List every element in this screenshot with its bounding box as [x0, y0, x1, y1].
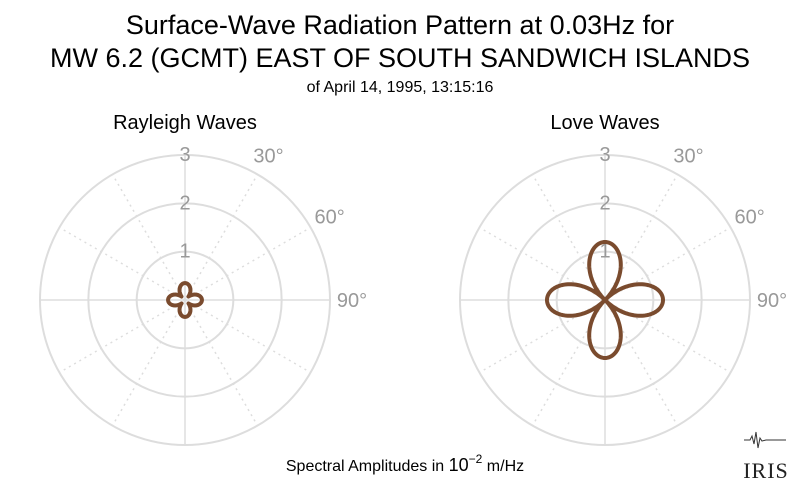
radial-gridline [184, 226, 311, 301]
radius-gridline [39, 154, 331, 446]
radius-tick-label: 2 [179, 192, 190, 214]
angle-tick-label: 60° [735, 207, 765, 229]
panel-title: Love Waves [550, 112, 659, 134]
radius-tick-label: 3 [599, 144, 610, 166]
radius-gridline [87, 202, 283, 398]
angle-tick-label: 30° [253, 145, 283, 167]
angle-tick-label: 60° [315, 207, 345, 229]
radial-gridline [184, 299, 259, 426]
figure-title-line1: Surface-Wave Radiation Pattern at 0.03Hz… [126, 10, 674, 40]
panel-title: Rayleigh Waves [113, 112, 257, 134]
radius-tick-label: 1 [179, 241, 190, 263]
angle-tick-label: 30° [673, 145, 703, 167]
angle-tick-label: 90° [337, 290, 367, 312]
radius-gridline [507, 202, 703, 398]
love-panel: Love Waves 1 2 3 30° 60° 90° [459, 112, 787, 446]
radial-gridline [184, 299, 311, 374]
footer-exponent: −2 [469, 452, 483, 466]
figure-title-line2: MW 6.2 (GCMT) EAST OF SOUTH SANDWICH ISL… [50, 43, 750, 73]
radius-tick-label: 1 [599, 241, 610, 263]
rayleigh-panel: Rayleigh Waves 1 2 3 30° 60° 90° [39, 112, 367, 446]
radiation-pattern-curve [166, 281, 204, 319]
figure-title-date: of April 14, 1995, 13:15:16 [307, 79, 494, 96]
radial-gridline [59, 226, 186, 301]
radius-gridline [459, 154, 751, 446]
angle-tick-label: 90° [757, 290, 787, 312]
radiation-pattern-curve [545, 240, 665, 360]
radius-gridline [135, 250, 235, 350]
radial-gridline [184, 174, 259, 301]
radius-tick-label: 2 [599, 192, 610, 214]
footer-unit: m/Hz [482, 458, 524, 475]
seismogram-icon [744, 431, 786, 449]
radius-gridline [555, 250, 655, 350]
footer-base: 10 [449, 455, 469, 475]
iris-logo: IRIS [743, 431, 789, 483]
radial-gridline [59, 299, 186, 374]
iris-logo-text: IRIS [743, 458, 789, 483]
radial-gridline [111, 299, 186, 426]
radial-gridline [111, 174, 186, 301]
footer-prefix: Spectral Amplitudes in [286, 458, 449, 475]
radius-tick-label: 3 [179, 144, 190, 166]
footer-caption: Spectral Amplitudes in 10−2 m/Hz [286, 452, 524, 475]
